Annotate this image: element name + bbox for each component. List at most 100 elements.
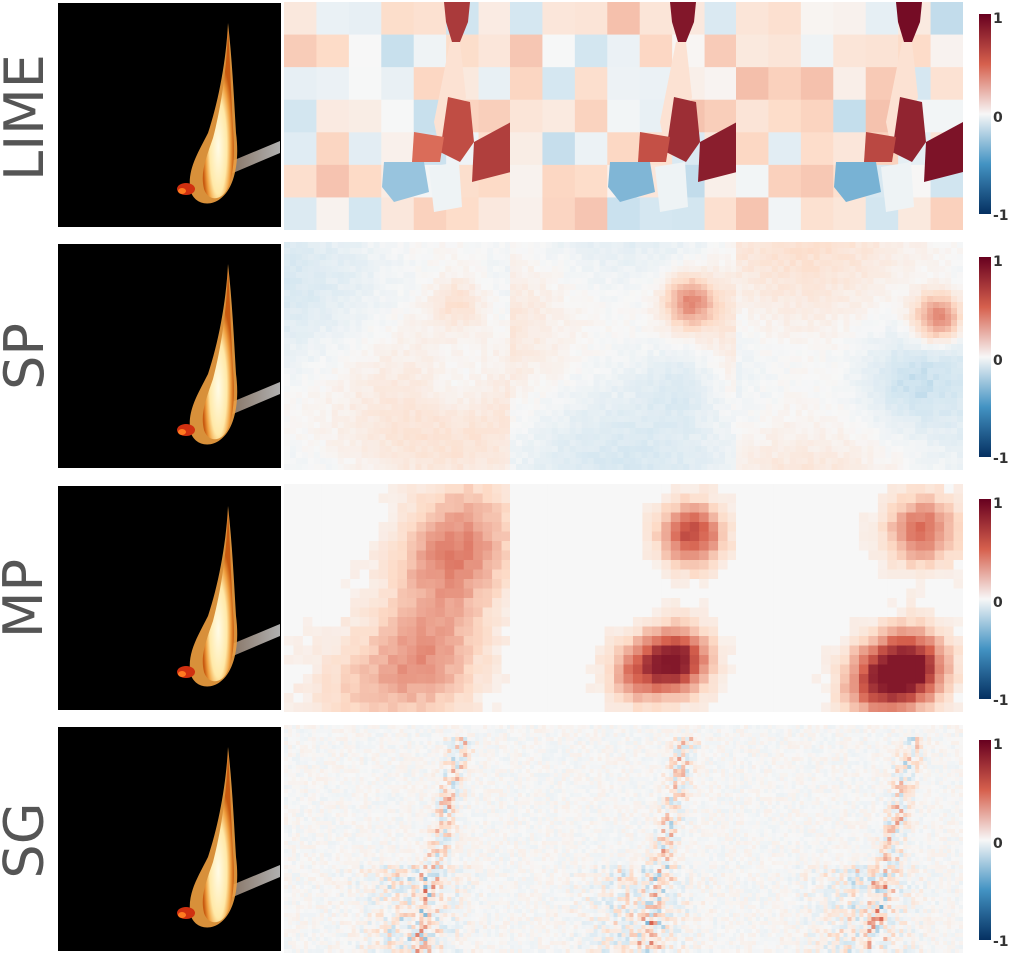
heat-cell (427, 266, 434, 273)
heat-cell (433, 344, 440, 351)
heat-cell (605, 386, 612, 393)
heat-cell (885, 278, 892, 285)
heat-cell (416, 674, 427, 684)
heat-cell (439, 374, 446, 381)
heat-cell (855, 440, 862, 447)
heat-cell (451, 284, 458, 291)
heat-cell (861, 452, 868, 459)
heat-cell (695, 308, 702, 315)
heat-cell (337, 398, 345, 405)
superpixel (704, 197, 737, 230)
heat-cell (521, 374, 529, 381)
heat-cell (747, 458, 755, 465)
heat-cell (707, 290, 714, 297)
heat-cell (415, 386, 422, 393)
heat-cell (445, 434, 452, 441)
heat-cell (927, 404, 934, 411)
heat-cell (551, 344, 559, 351)
heat-cell (957, 380, 963, 387)
heat-cell (499, 434, 506, 441)
heat-cell (635, 380, 642, 387)
heat-cell (731, 410, 737, 417)
heat-cell (481, 260, 488, 267)
superpixel (736, 197, 769, 230)
heat-cell (493, 416, 500, 423)
heat-cell (843, 284, 850, 291)
heat-cell (397, 484, 408, 494)
heat-cell (807, 380, 815, 387)
heat-cell (915, 332, 922, 339)
heat-cell (695, 386, 702, 393)
heat-cell (741, 338, 749, 345)
heat-cell (397, 362, 404, 369)
heat-cell (349, 248, 357, 255)
heat-cell (795, 404, 803, 411)
heat-cell (849, 308, 856, 315)
heat-cell (373, 344, 380, 351)
heat-cell (891, 464, 898, 470)
heat-cell (777, 296, 785, 303)
heat-cell (593, 386, 601, 393)
heat-cell (451, 344, 458, 351)
heat-cell (391, 374, 398, 381)
heat-cell (605, 314, 612, 321)
heat-cell (593, 290, 601, 297)
heat-cell (897, 248, 904, 255)
heat-cell (945, 458, 952, 465)
heat-cell (939, 452, 946, 459)
heat-cell (819, 362, 827, 369)
heat-cell (533, 290, 541, 297)
heat-cell (783, 290, 791, 297)
heat-cell (789, 356, 797, 363)
heat-cell (777, 266, 785, 273)
heat-cell (765, 416, 773, 423)
heat-cell (771, 446, 779, 453)
heat-cell (593, 296, 601, 303)
heat-cell (475, 458, 482, 465)
heat-cell (605, 326, 612, 333)
heat-cell (771, 284, 779, 291)
heat-cell (319, 392, 327, 399)
heat-cell (653, 314, 660, 321)
heat-cell (527, 464, 535, 470)
heat-cell (340, 655, 351, 665)
heat-cell (397, 398, 404, 405)
heat-cell (307, 446, 315, 453)
heat-cell (873, 344, 880, 351)
heat-cell (647, 278, 654, 285)
heat-cell (369, 550, 379, 561)
heat-cell (623, 422, 630, 429)
heat-cell (340, 664, 351, 675)
heat-cell (825, 350, 832, 357)
heat-cell (391, 446, 398, 453)
heat-cell (957, 266, 963, 273)
heat-cell (617, 410, 624, 417)
heat-cell (539, 434, 547, 441)
heat-cell (747, 278, 755, 285)
heat-cell (415, 434, 422, 441)
heat-cell (361, 392, 369, 399)
heat-cell (831, 398, 838, 405)
heat-cell (557, 266, 565, 273)
heat-cell (313, 446, 321, 453)
heat-cell (957, 254, 963, 261)
heat-cell (945, 446, 952, 453)
heat-cell (647, 386, 654, 393)
heat-cell (831, 332, 838, 339)
heat-cell (481, 392, 488, 399)
heat-cell (397, 674, 408, 684)
heat-cell (403, 266, 410, 273)
heat-cell (885, 362, 892, 369)
heat-cell (409, 422, 416, 429)
heat-cell (903, 458, 910, 465)
heat-cell (385, 350, 392, 357)
heat-cell (587, 386, 595, 393)
heat-cell (563, 266, 571, 273)
heat-cell (349, 308, 357, 315)
heat-cell (454, 560, 465, 570)
superpixel (768, 67, 802, 101)
heat-cell (647, 266, 654, 273)
heat-cell (421, 410, 428, 417)
heat-cell (831, 296, 838, 303)
heat-cell (301, 254, 309, 261)
